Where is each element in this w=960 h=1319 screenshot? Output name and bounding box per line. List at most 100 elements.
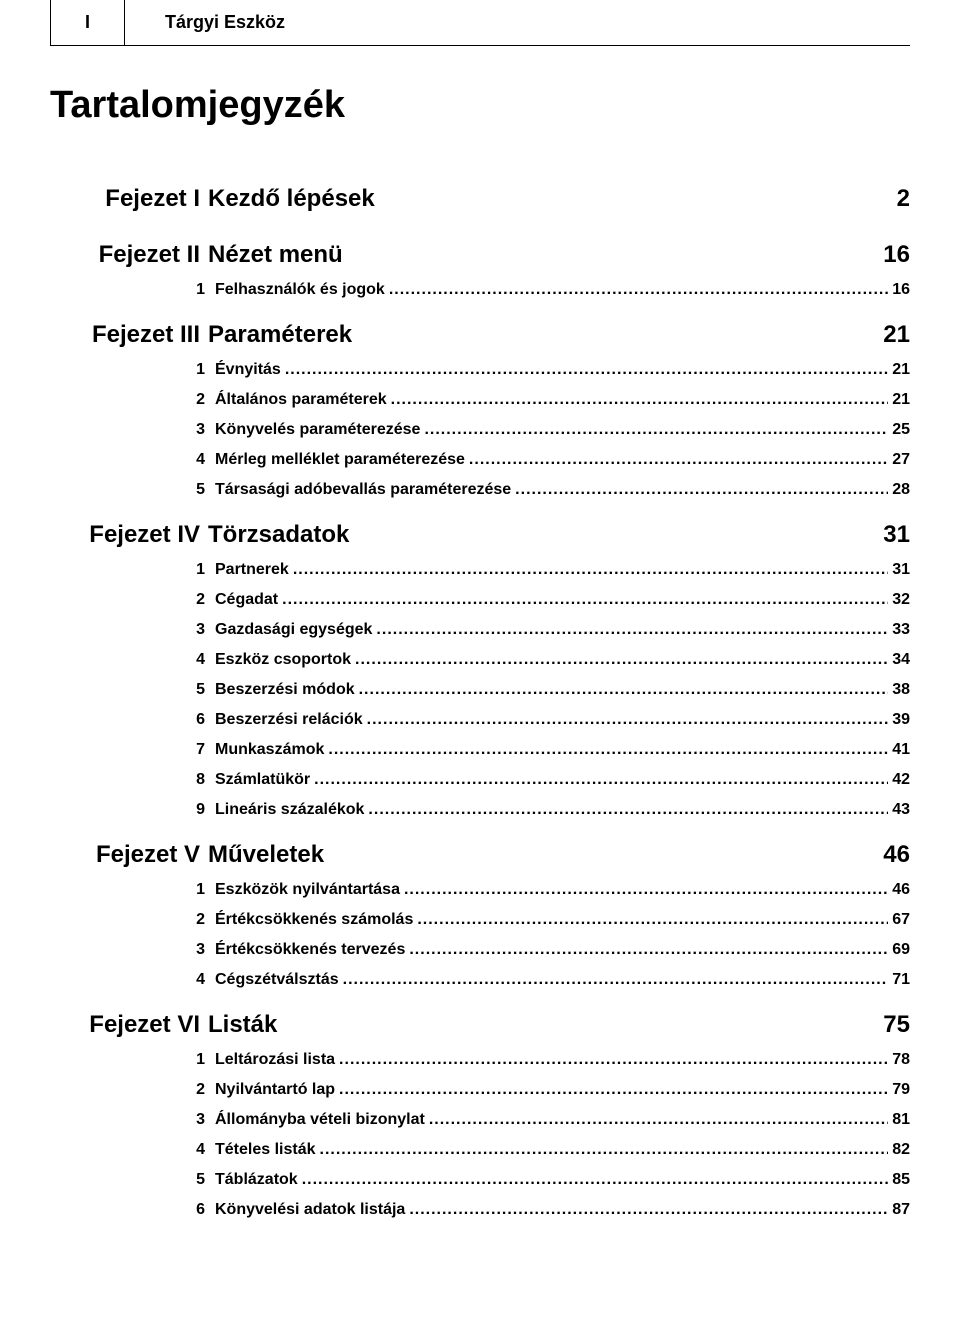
toc-entry[interactable]: 1Felhasználók és jogok16 xyxy=(50,281,910,299)
entry-number: 3 xyxy=(50,621,215,639)
toc-entry[interactable]: 2Értékcsökkenés számolás67 xyxy=(50,911,910,929)
toc-entry[interactable]: 1Partnerek31 xyxy=(50,561,910,579)
chapter-page: 46 xyxy=(883,841,910,869)
entry-leader-dots xyxy=(359,681,889,699)
toc-entry[interactable]: 6Beszerzési relációk39 xyxy=(50,711,910,729)
entry-label: Eszközök nyilvántartása xyxy=(215,881,400,899)
entry-label: Társasági adóbevallás paraméterezése xyxy=(215,481,511,499)
entry-label: Lineáris százalékok xyxy=(215,801,364,819)
entry-leader-dots xyxy=(302,1171,889,1189)
toc-page: I Tárgyi Eszköz Tartalomjegyzék Fejezet … xyxy=(0,0,960,1319)
entry-page: 41 xyxy=(892,741,910,759)
chapter-label: Fejezet IV xyxy=(50,521,208,549)
toc-entry[interactable]: 5Táblázatok85 xyxy=(50,1171,910,1189)
toc-entry[interactable]: 2Nyilvántartó lap79 xyxy=(50,1081,910,1099)
toc-entry[interactable]: 2Általános paraméterek21 xyxy=(50,391,910,409)
toc-entry[interactable]: 4Eszköz csoportok34 xyxy=(50,651,910,669)
entry-leader-dots xyxy=(343,971,889,989)
toc-entry[interactable]: 4Mérleg melléklet paraméterezése 27 xyxy=(50,451,910,469)
entry-label: Értékcsökkenés számolás xyxy=(215,911,413,929)
chapter-left: Fejezet IVTörzsadatok xyxy=(50,521,349,549)
entry-label: Évnyitás xyxy=(215,361,281,379)
entry-page: 21 xyxy=(892,361,910,379)
entry-page: 71 xyxy=(892,971,910,989)
chapter-name[interactable]: Műveletek xyxy=(208,841,324,869)
entry-label: Mérleg melléklet paraméterezése xyxy=(215,451,465,469)
toc-entry[interactable]: 2Cégadat32 xyxy=(50,591,910,609)
chapter-name[interactable]: Kezdő lépések xyxy=(208,185,375,213)
chapter-row: Fejezet IVTörzsadatok31 xyxy=(50,521,910,549)
toc-entry[interactable]: 5Társasági adóbevallás paraméterezése28 xyxy=(50,481,910,499)
entry-label: Beszerzési relációk xyxy=(215,711,363,729)
entry-number: 4 xyxy=(50,651,215,669)
entry-page: 69 xyxy=(892,941,910,959)
toc-entry[interactable]: 1Leltározási lista78 xyxy=(50,1051,910,1069)
page-title: Tartalomjegyzék xyxy=(50,84,910,127)
entry-number: 5 xyxy=(50,481,215,499)
entry-page: 31 xyxy=(892,561,910,579)
entry-label: Cégszétválsztás xyxy=(215,971,339,989)
entry-number: 4 xyxy=(50,971,215,989)
chapter-spacer xyxy=(50,223,910,241)
chapter-row: Fejezet IIIParaméterek21 xyxy=(50,321,910,349)
toc-entry[interactable]: 8Számlatükör42 xyxy=(50,771,910,789)
entry-leader-dots xyxy=(368,801,888,819)
chapter-name[interactable]: Listák xyxy=(208,1011,277,1039)
entry-leader-dots xyxy=(293,561,888,579)
entry-number: 2 xyxy=(50,1081,215,1099)
entry-page: 87 xyxy=(892,1201,910,1219)
entry-page: 81 xyxy=(892,1111,910,1129)
chapter-label: Fejezet VI xyxy=(50,1011,208,1039)
entry-number: 1 xyxy=(50,1051,215,1069)
entry-number: 4 xyxy=(50,451,215,469)
entry-leader-dots xyxy=(285,361,888,379)
chapter-page: 16 xyxy=(883,241,910,269)
entry-page: 33 xyxy=(892,621,910,639)
toc-entry[interactable]: 4Cégszétválsztás 71 xyxy=(50,971,910,989)
chapter-name[interactable]: Paraméterek xyxy=(208,321,352,349)
chapter-left: Fejezet VMűveletek xyxy=(50,841,324,869)
toc-entry[interactable]: 3Állományba vételi bizonylat81 xyxy=(50,1111,910,1129)
chapter-row: Fejezet VIListák75 xyxy=(50,1011,910,1039)
entry-number: 1 xyxy=(50,281,215,299)
toc-entry[interactable]: 7Munkaszámok41 xyxy=(50,741,910,759)
chapter-left: Fejezet IKezdő lépések xyxy=(50,185,375,213)
toc-entry[interactable]: 1Eszközök nyilvántartása46 xyxy=(50,881,910,899)
chapter-name[interactable]: Nézet menü xyxy=(208,241,343,269)
entry-leader-dots xyxy=(339,1051,888,1069)
chapter-name[interactable]: Törzsadatok xyxy=(208,521,349,549)
entry-number: 2 xyxy=(50,591,215,609)
entry-label: Munkaszámok xyxy=(215,741,324,759)
entry-leader-dots xyxy=(328,741,888,759)
toc-entry[interactable]: 3Gazdasági egységek33 xyxy=(50,621,910,639)
entry-page: 79 xyxy=(892,1081,910,1099)
toc-entry[interactable]: 3Könyvelés paraméterezése25 xyxy=(50,421,910,439)
toc-entry[interactable]: 5Beszerzési módok38 xyxy=(50,681,910,699)
toc-entry[interactable]: 3Értékcsökkenés tervezés69 xyxy=(50,941,910,959)
entry-number: 3 xyxy=(50,421,215,439)
entry-leader-dots xyxy=(376,621,888,639)
entry-number: 6 xyxy=(50,1201,215,1219)
entry-page: 27 xyxy=(892,451,910,469)
toc-entry[interactable]: 9Lineáris százalékok43 xyxy=(50,801,910,819)
entry-page: 38 xyxy=(892,681,910,699)
chapter-left: Fejezet VIListák xyxy=(50,1011,277,1039)
chapter-label: Fejezet I xyxy=(50,185,208,213)
entry-number: 1 xyxy=(50,561,215,579)
entries-block: 1Partnerek31 2Cégadat32 3Gazdasági egysége… xyxy=(50,561,910,819)
entry-leader-dots xyxy=(389,281,888,299)
entry-page: 46 xyxy=(892,881,910,899)
entry-label: Leltározási lista xyxy=(215,1051,335,1069)
toc-entry[interactable]: 1Évnyitás 21 xyxy=(50,361,910,379)
chapter-label: Fejezet II xyxy=(50,241,208,269)
chapter-row: Fejezet VMűveletek 46 xyxy=(50,841,910,869)
entry-number: 1 xyxy=(50,361,215,379)
chapter-row: Fejezet IINézet menü 16 xyxy=(50,241,910,269)
chapter-page: 21 xyxy=(883,321,910,349)
entry-number: 2 xyxy=(50,911,215,929)
entries-block: 1Évnyitás 21 2Általános paraméterek21 3Köny… xyxy=(50,361,910,499)
entry-label: Felhasználók és jogok xyxy=(215,281,385,299)
toc-entry[interactable]: 4Tételes listák82 xyxy=(50,1141,910,1159)
toc-entry[interactable]: 6Könyvelési adatok listája87 xyxy=(50,1201,910,1219)
entry-page: 32 xyxy=(892,591,910,609)
